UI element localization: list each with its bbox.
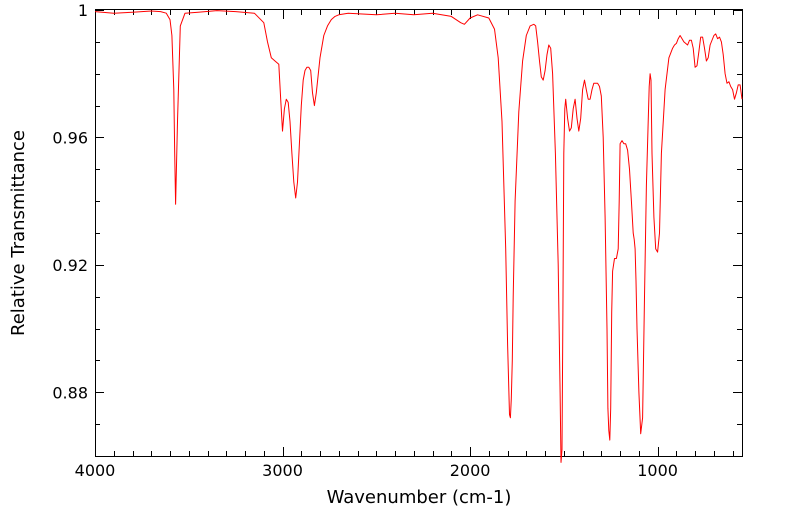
x-tick-label: 1000: [637, 461, 678, 480]
y-axis-label: Relative Transmittance: [8, 130, 29, 336]
axis-ticks: [95, 10, 742, 456]
tick-labels: 4000 3000 2000 1000 1 0.96 0.92 0.88: [52, 1, 678, 480]
spectrum-line: [94, 10, 743, 463]
y-tick-label: 0.92: [52, 256, 88, 275]
x-tick-label: 2000: [450, 461, 491, 480]
x-tick-label: 4000: [75, 461, 116, 480]
x-tick-label: 3000: [262, 461, 303, 480]
y-tick-label: 1: [78, 1, 88, 20]
x-axis-label: Wavenumber (cm-1): [327, 487, 512, 508]
y-tick-label: 0.96: [52, 128, 88, 147]
y-tick-label: 0.88: [52, 383, 88, 402]
